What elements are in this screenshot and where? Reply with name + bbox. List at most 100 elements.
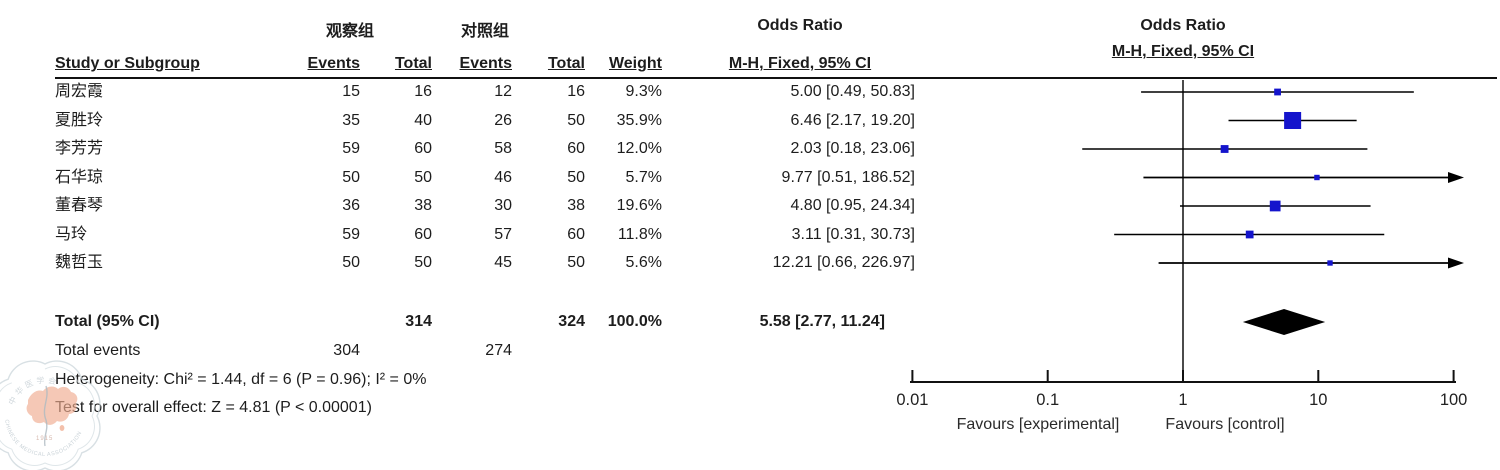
or-ci-text: 2.03 [0.18, 23.06] (790, 140, 915, 157)
ci-arrow-right-icon (1448, 257, 1464, 269)
events-control: 57 (494, 225, 512, 243)
events-control: 45 (494, 254, 512, 271)
events-control: 46 (494, 168, 512, 186)
axis-tick-label: 0.1 (1036, 391, 1059, 409)
total-events-experimental: 304 (333, 342, 360, 359)
effect-square (1220, 145, 1229, 153)
events-control: 58 (494, 140, 512, 157)
total-row: Total (95% CI) 314 324 100.0% 5.58 [2.77… (0, 309, 920, 335)
total-experimental: 60 (414, 225, 432, 243)
summary-diamond (1242, 309, 1326, 335)
study-name: 石华琼 (55, 168, 104, 186)
events-experimental: 50 (342, 168, 360, 186)
study-name: 马玲 (55, 225, 88, 243)
col-header-total-exp: Total (394, 55, 432, 72)
or-ci-text: 3.11 [0.31, 30.73] (791, 225, 915, 243)
table-row: 石华琼 50 50 46 50 5.7% 9.77 [0.51, 186.52] (0, 165, 920, 191)
total-events-label: Total events (55, 342, 141, 359)
ci-arrow-right-icon (1448, 172, 1464, 183)
study-name: 董春琴 (55, 197, 104, 214)
total-experimental: 16 (414, 83, 432, 100)
group-header-control: 对照组 (460, 23, 509, 40)
effect-square (1327, 260, 1333, 266)
table-row: 魏哲玉 50 50 45 50 5.6% 12.21 [0.66, 226.97] (0, 250, 920, 276)
or-ci-text: 5.00 [0.49, 50.83] (790, 83, 915, 100)
events-experimental: 35 (342, 111, 360, 129)
total-control: 60 (567, 140, 585, 157)
study-name: 李芳芳 (55, 140, 104, 157)
watermark-logo: 中华医学会 CHINESE MEDICAL ASSOCIATION 1915 (0, 360, 101, 470)
effect-square (1269, 200, 1281, 212)
effect-square (1245, 230, 1254, 239)
events-experimental: 59 (342, 225, 360, 243)
col-header-events-exp: Events (307, 55, 360, 72)
weight-value: 5.6% (625, 254, 662, 271)
seal-island-dot (59, 425, 65, 431)
overall-effect-text: Test for overall effect: Z = 4.81 (P < 0… (55, 399, 372, 416)
weight-value: 12.0% (616, 140, 662, 157)
events-experimental: 15 (342, 83, 360, 100)
col-header-mh-plot: M-H, Fixed, 95% CI (1111, 43, 1255, 60)
total-n-experimental: 314 (405, 313, 432, 330)
total-control: 50 (567, 111, 585, 129)
table-row: 李芳芳 59 60 58 60 12.0% 2.03 [0.18, 23.06] (0, 136, 920, 162)
events-control: 26 (494, 111, 512, 129)
table-row: 周宏霞 15 16 12 16 9.3% 5.00 [0.49, 50.83] (0, 79, 920, 105)
or-ci-text: 4.80 [0.95, 24.34] (790, 197, 915, 214)
axis-tick-label: 10 (1309, 391, 1327, 409)
total-experimental: 50 (414, 168, 432, 186)
total-or-ci: 5.58 [2.77, 11.24] (759, 313, 885, 330)
total-experimental: 40 (414, 111, 432, 129)
col-header-total-ctrl: Total (547, 55, 585, 72)
col-header-mh-text: M-H, Fixed, 95% CI (728, 55, 872, 72)
axis-tick-label: 0.01 (896, 391, 928, 409)
group-header-experimental: 观察组 (325, 23, 374, 40)
col-header-study: Study or Subgroup (55, 55, 200, 72)
weight-value: 9.3% (625, 83, 662, 100)
seal-staff-icon (43, 385, 48, 447)
events-control: 30 (494, 197, 512, 214)
events-experimental: 36 (342, 197, 360, 214)
total-events-control: 274 (485, 342, 512, 359)
col-header-events-ctrl: Events (459, 55, 512, 72)
study-name: 夏胜玲 (55, 111, 104, 129)
heterogeneity-text: Heterogeneity: Chi² = 1.44, df = 6 (P = … (55, 371, 427, 388)
total-experimental: 38 (414, 197, 432, 214)
weight-value: 5.7% (625, 168, 662, 186)
weight-value: 19.6% (616, 197, 662, 214)
weight-value: 35.9% (616, 111, 662, 129)
total-control: 16 (567, 83, 585, 100)
header-rule (55, 77, 1497, 79)
total-n-control: 324 (558, 313, 585, 330)
table-row: 夏胜玲 35 40 26 50 35.9% 6.46 [2.17, 19.20] (0, 108, 920, 134)
seal-year-text: 1915 (36, 436, 53, 442)
or-column-title: Odds Ratio (757, 17, 843, 34)
or-ci-text: 12.21 [0.66, 226.97] (772, 254, 915, 271)
weight-value: 11.8% (617, 225, 662, 243)
table-row: 马玲 59 60 57 60 11.8% 3.11 [0.31, 30.73] (0, 222, 920, 248)
seal-china-map (26, 386, 78, 425)
events-experimental: 59 (342, 140, 360, 157)
total-events-row: Total events 304 274 (0, 338, 920, 364)
events-control: 12 (494, 83, 512, 100)
total-experimental: 50 (414, 254, 432, 271)
effect-square (1284, 111, 1302, 130)
total-experimental: 60 (414, 140, 432, 157)
study-name: 魏哲玉 (55, 254, 104, 271)
col-header-weight: Weight (608, 55, 662, 72)
total-weight: 100.0% (607, 313, 662, 330)
study-name: 周宏霞 (55, 83, 104, 100)
seal-outer-ring (0, 360, 101, 470)
total-control: 60 (567, 225, 585, 243)
or-plot-title: Odds Ratio (1140, 17, 1226, 34)
favours-control-label: Favours [control] (1165, 416, 1285, 433)
table-row: 董春琴 36 38 30 38 19.6% 4.80 [0.95, 24.34] (0, 193, 920, 219)
events-experimental: 50 (342, 254, 360, 271)
total-control: 38 (567, 197, 585, 214)
total-label: Total (95% CI) (55, 313, 160, 330)
or-ci-text: 9.77 [0.51, 186.52] (781, 168, 915, 186)
favours-experimental-label: Favours [experimental] (956, 416, 1120, 433)
total-control: 50 (567, 168, 585, 186)
